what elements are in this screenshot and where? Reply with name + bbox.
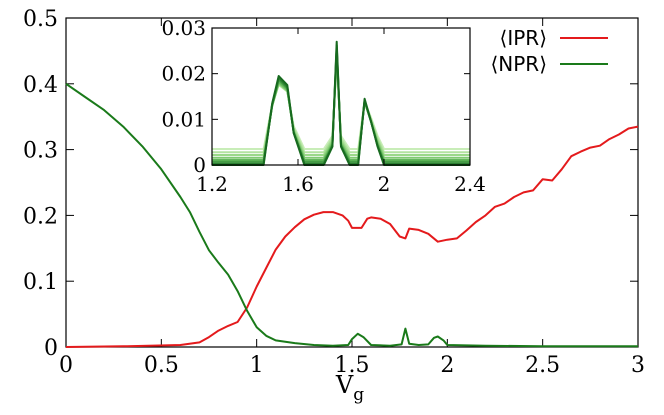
inset-y-tick-label: 0.02: [161, 62, 206, 86]
inset-x-tick-label: 2.4: [454, 172, 486, 196]
inset-series-line: [212, 40, 470, 166]
x-tick-label: 0.5: [144, 353, 179, 378]
inset-x-tick-label: 2: [378, 172, 391, 196]
inset-frame: [211, 27, 471, 166]
x-tick-label: 2: [440, 353, 454, 378]
series-line-ipr: [65, 125, 639, 348]
y-tick-label: 0.3: [23, 139, 58, 164]
inset-plot: 1.2 1.6 2 2.4 0 0.01 0.02 0.03: [161, 16, 485, 196]
y-tick-label: 0.2: [23, 204, 58, 229]
legend-label-ipr: ⟨IPR⟩: [500, 26, 547, 50]
x-axis-label: Vg: [335, 371, 364, 405]
inset-y-tick-label: 0: [193, 153, 206, 177]
x-tick-label: 0: [59, 353, 73, 378]
y-tick-label: 0.1: [23, 270, 58, 295]
x-tick-label: 1.5: [335, 353, 370, 378]
y-tick-label: 0.5: [23, 7, 58, 32]
inset-x-tick-label: 1.6: [282, 172, 314, 196]
main-series-group: [65, 82, 639, 348]
y-tick-label: 0.4: [23, 73, 58, 98]
series-line-npr: [65, 82, 638, 348]
legend: ⟨IPR⟩⟨NPR⟩: [490, 26, 608, 76]
x-tick-label: 1: [250, 353, 264, 378]
x-tick-label: 3: [631, 353, 645, 378]
y-tick-label: 0: [44, 336, 58, 361]
inset-y-tick-label: 0.03: [161, 16, 206, 40]
x-tick-label: 2.5: [525, 353, 560, 378]
inset-x-tick-label: 1.2: [196, 172, 228, 196]
inset-y-tick-label: 0.01: [161, 107, 206, 131]
main-axes: 0 0.5 1 1.5 2 2.5 3 0 0.1 0.2 0.3 0.4 0.5: [23, 7, 645, 378]
legend-label-npr: ⟨NPR⟩: [490, 52, 547, 76]
